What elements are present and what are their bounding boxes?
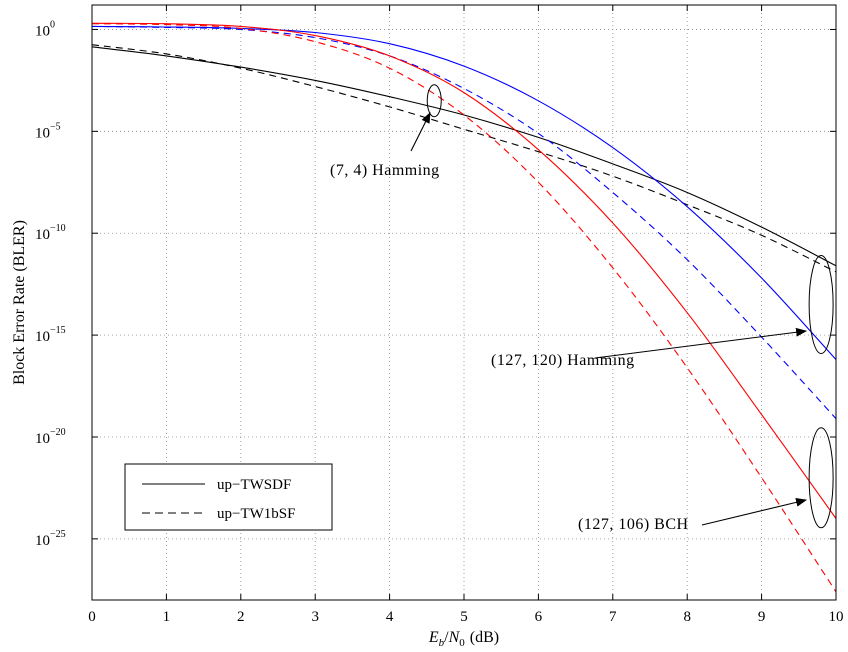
y-tick-exponent: −10 xyxy=(50,223,66,234)
y-tick-base: 10 xyxy=(35,23,50,39)
legend-label-dashed: up−TW1bSF xyxy=(217,506,295,522)
legend: up−TWSDF up−TW1bSF xyxy=(124,463,333,531)
annotation-ellipse xyxy=(808,255,834,355)
y-tick-base: 10 xyxy=(35,125,50,141)
annotations: (7, 4) Hamming (127, 120) Hamming (127, 10… xyxy=(330,84,834,533)
x-label-zero: 0 xyxy=(459,637,465,649)
series-line-127-120-hamming-dashed xyxy=(91,25,837,419)
x-label-n: N xyxy=(448,629,461,646)
annotation-label: (127, 120) Hamming xyxy=(491,352,635,369)
x-tick-label: 3 xyxy=(311,609,319,625)
y-tick-exponent: −5 xyxy=(50,121,61,132)
y-tick-base: 10 xyxy=(35,533,50,549)
x-tick-label: 2 xyxy=(237,609,245,625)
annotation-arrow xyxy=(701,498,808,526)
y-axis-label: Block Error Rate (BLER) xyxy=(11,220,28,385)
x-axis-label: Eb/N0 (dB) xyxy=(428,629,499,649)
x-label-e: E xyxy=(428,629,439,646)
annotation-ellipse xyxy=(808,427,834,529)
x-tick-label: 6 xyxy=(535,609,543,625)
x-label-unit: (dB) xyxy=(470,629,499,646)
y-tick-label: 10−15 xyxy=(35,325,66,345)
x-tick-label: 1 xyxy=(163,609,171,625)
y-tick-base: 10 xyxy=(35,329,50,345)
annotation-label: (127, 106) BCH xyxy=(578,516,689,533)
x-label-slash: / xyxy=(444,629,449,646)
y-tick-label: 10−25 xyxy=(35,529,66,549)
grid xyxy=(92,5,836,600)
y-tick-exponent: −15 xyxy=(50,325,66,336)
y-tick-base: 10 xyxy=(35,227,50,243)
series-line-127-120-hamming-solid xyxy=(91,25,837,360)
y-tick-label: 10−5 xyxy=(35,121,61,141)
annotation-arrow xyxy=(410,112,431,152)
series-line-127-106-bch-dashed xyxy=(91,23,837,593)
y-tick-exponent: −20 xyxy=(50,427,66,438)
annotation-arrow xyxy=(594,327,808,359)
legend-box xyxy=(124,463,333,531)
x-tick-label: 10 xyxy=(829,609,844,625)
y-tick-exponent: −25 xyxy=(50,529,66,540)
annotation-label: (7, 4) Hamming xyxy=(330,162,440,179)
y-tick-exponent: 0 xyxy=(50,19,55,30)
legend-label-solid: up−TWSDF xyxy=(217,477,291,493)
series-line-7-4-hamming-solid xyxy=(91,46,837,267)
x-tick-label: 0 xyxy=(88,609,96,625)
series-group xyxy=(91,22,837,593)
y-tick-label: 100 xyxy=(35,19,55,39)
x-tick-label: 4 xyxy=(386,609,394,625)
y-tick-base: 10 xyxy=(35,431,50,447)
y-tick-label: 10−10 xyxy=(35,223,66,243)
series-line-7-4-hamming-dashed xyxy=(91,44,837,273)
x-label-b: b xyxy=(439,637,445,649)
x-tick-label: 7 xyxy=(609,609,617,625)
x-tick-label: 9 xyxy=(758,609,766,625)
series-line-127-106-bch-solid xyxy=(91,22,837,519)
annotation-ellipse xyxy=(426,84,442,118)
y-tick-label: 10−20 xyxy=(35,427,66,447)
x-tick-label: 8 xyxy=(683,609,691,625)
x-tick-label: 5 xyxy=(460,609,468,625)
